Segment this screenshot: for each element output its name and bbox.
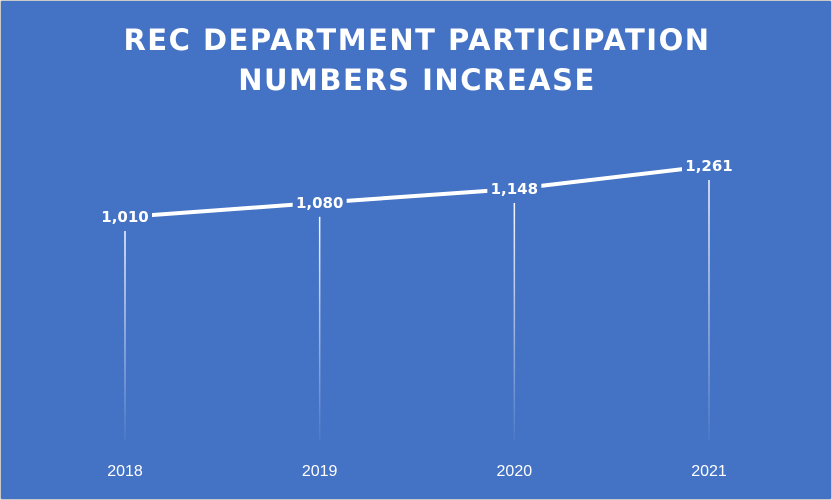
chart-title-line-1: REC DEPARTMENT PARTICIPATION [123,23,711,57]
series-line [123,164,711,219]
drop-line-2018 [124,231,126,441]
x-tick-label-2020: 2020 [497,463,533,480]
data-label-2018: 1,010 [101,208,148,226]
drop-line-2020 [513,202,516,441]
drop-line-2019 [318,216,321,441]
drop-lines [124,180,710,441]
data-label-2020: 1,148 [491,180,538,198]
chart-title-line-2: NUMBERS INCREASE [238,63,596,97]
data-label-backdrop [682,153,736,175]
drop-line-2021 [708,180,710,441]
data-label-backdrop [292,189,347,212]
x-tick-label-2019: 2019 [302,463,338,480]
data-label-backdrop [487,175,542,198]
x-tick-label-2018: 2018 [107,463,143,480]
x-axis-tick-labels: 2018 2019 2020 2021 [107,463,727,480]
data-label-2021: 1,261 [685,157,732,175]
x-tick-label-2021: 2021 [691,463,727,480]
data-label-2019: 1,080 [296,194,343,212]
data-label-backdrop [98,204,152,226]
data-labels: 1,010 1,080 1,148 1,261 [98,153,736,226]
